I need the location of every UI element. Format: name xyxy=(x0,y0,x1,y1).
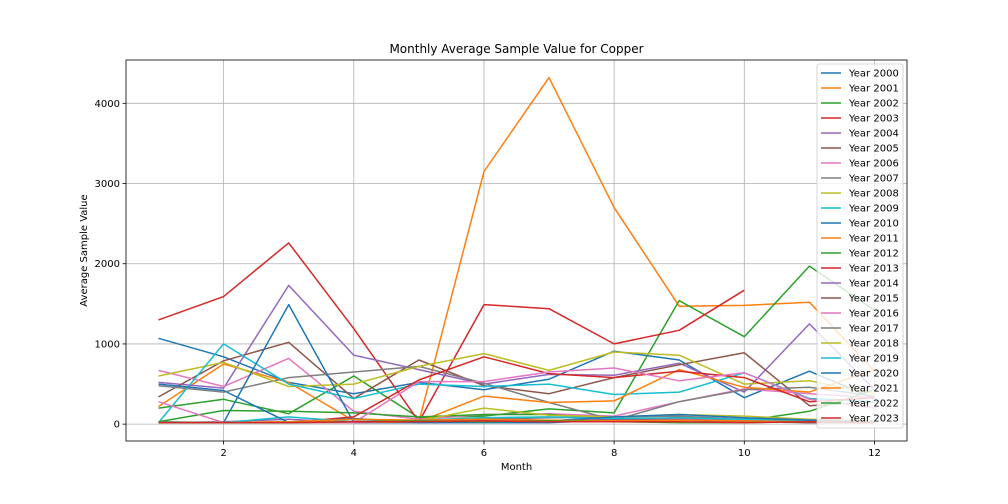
legend-label: Year 2007 xyxy=(848,174,899,185)
legend-label: Year 2016 xyxy=(848,309,899,320)
legend-box xyxy=(816,63,904,429)
legend-item: Year 2022 xyxy=(821,399,899,410)
legend-label: Year 2017 xyxy=(848,324,899,335)
legend-item: Year 2020 xyxy=(821,369,899,380)
plot-frame xyxy=(125,59,908,442)
legend-item: Year 2011 xyxy=(821,234,899,245)
legend-item: Year 2019 xyxy=(821,354,899,365)
legend-label: Year 2011 xyxy=(848,234,899,245)
legend-item: Year 2012 xyxy=(821,249,899,260)
legend-item: Year 2006 xyxy=(821,159,899,170)
legend-label: Year 2004 xyxy=(848,129,899,140)
legend-label: Year 2010 xyxy=(848,219,899,230)
legend: Year 2000 Year 2001 Year 2002 Year 2003 Year… xyxy=(816,63,904,429)
legend-label: Year 2021 xyxy=(848,384,899,395)
legend-label: Year 2023 xyxy=(848,414,899,425)
y-tick-label: 2000 xyxy=(95,259,120,270)
axis-ticks: 2 4 6 8 10 12 0 1000 2000 3000 4000 xyxy=(95,99,881,459)
legend-item: Year 2010 xyxy=(821,219,899,230)
x-axis-title: Month xyxy=(501,462,532,473)
legend-label: Year 2019 xyxy=(848,354,899,365)
series-line-year-2023 xyxy=(158,420,875,424)
series-line-year-2003 xyxy=(158,242,745,423)
legend-label: Year 2012 xyxy=(848,249,899,260)
legend-label: Year 2006 xyxy=(848,159,899,170)
legend-item: Year 2004 xyxy=(821,129,899,140)
legend-label: Year 2018 xyxy=(848,339,899,350)
x-tick-label: 6 xyxy=(481,448,487,459)
legend-item: Year 2016 xyxy=(821,309,899,320)
series-line-year-2002 xyxy=(158,265,875,419)
legend-label: Year 2002 xyxy=(848,99,899,110)
legend-label: Year 2003 xyxy=(848,114,899,125)
x-tick-label: 8 xyxy=(611,448,617,459)
series-line-year-2004 xyxy=(158,284,876,393)
series-lines xyxy=(157,76,876,424)
legend-label: Year 2020 xyxy=(848,369,899,380)
legend-item: Year 2021 xyxy=(821,384,899,395)
legend-label: Year 2005 xyxy=(848,144,899,155)
x-tick-label: 10 xyxy=(738,448,751,459)
legend-item: Year 2023 xyxy=(821,414,899,425)
legend-label: Year 2009 xyxy=(848,204,899,215)
legend-item: Year 2014 xyxy=(821,279,899,290)
x-tick-label: 2 xyxy=(220,448,226,459)
y-tick-label: 3000 xyxy=(95,179,120,190)
x-tick-label: 4 xyxy=(351,448,357,459)
x-tick-label: 12 xyxy=(868,448,881,459)
y-tick-label: 0 xyxy=(114,420,120,431)
chart-title: Monthly Average Sample Value for Copper xyxy=(389,42,643,56)
y-axis-title: Average Sample Value xyxy=(79,194,90,306)
y-tick-label: 1000 xyxy=(95,339,120,350)
legend-label: Year 2008 xyxy=(848,189,899,200)
legend-item: Year 2015 xyxy=(821,294,899,305)
legend-item: Year 2000 xyxy=(821,69,899,80)
series-line-year-2008 xyxy=(158,351,875,395)
legend-label: Year 2022 xyxy=(848,399,899,410)
legend-item: Year 2005 xyxy=(821,144,899,155)
legend-item: Year 2013 xyxy=(821,264,899,275)
legend-item: Year 2003 xyxy=(821,114,899,125)
legend-item: Year 2008 xyxy=(821,189,899,200)
legend-item: Year 2002 xyxy=(821,99,899,110)
legend-item: Year 2018 xyxy=(821,339,899,350)
series-line-year-2005 xyxy=(158,341,875,407)
legend-label: Year 2014 xyxy=(848,279,899,290)
legend-item: Year 2017 xyxy=(821,324,899,335)
y-tick-label: 4000 xyxy=(95,99,120,110)
series-line-year-2007 xyxy=(158,365,875,421)
legend-label: Year 2001 xyxy=(848,84,899,95)
legend-label: Year 2000 xyxy=(848,69,899,80)
legend-item: Year 2007 xyxy=(821,174,899,185)
legend-label: Year 2015 xyxy=(848,294,899,305)
legend-label: Year 2013 xyxy=(848,264,899,275)
legend-item: Year 2001 xyxy=(821,84,899,95)
legend-item: Year 2009 xyxy=(821,204,899,215)
